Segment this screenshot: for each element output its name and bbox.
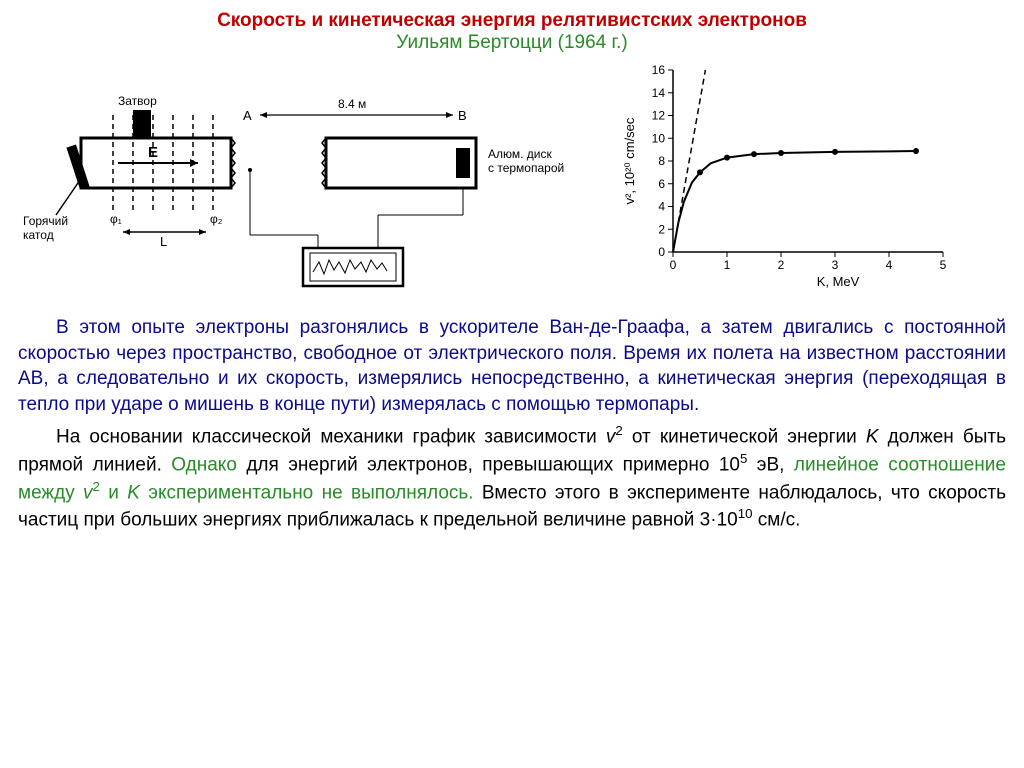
svg-text:6: 6	[658, 177, 665, 191]
label-hot-cathode-2: катод	[23, 228, 54, 242]
svg-text:10: 10	[652, 131, 666, 145]
label-gap-distance: 8.4 м	[338, 97, 366, 111]
svg-text:0: 0	[670, 258, 677, 272]
svg-text:4: 4	[886, 258, 893, 272]
label-A: A	[243, 108, 252, 123]
velocity-chart: 0123450246810121416K, MeVv², 10²⁰ cm/sec	[618, 60, 958, 295]
svg-text:16: 16	[652, 63, 666, 77]
label-L: L	[160, 234, 167, 249]
svg-text:2: 2	[658, 222, 665, 236]
figures-row: Горячий катод Затвор E	[18, 60, 1006, 295]
label-shutter: Затвор	[118, 94, 157, 108]
svg-text:14: 14	[652, 86, 666, 100]
svg-text:0: 0	[658, 245, 665, 259]
svg-text:v², 10²⁰ cm/sec: v², 10²⁰ cm/sec	[622, 117, 637, 204]
svg-text:3: 3	[832, 258, 839, 272]
svg-text:1: 1	[724, 258, 731, 272]
svg-text:8: 8	[658, 154, 665, 168]
label-phi2: φ₂	[210, 212, 223, 226]
apparatus-diagram: Горячий катод Затвор E	[18, 60, 598, 295]
label-hot-cathode-1: Горячий	[23, 214, 68, 228]
label-phi1: φ₁	[110, 212, 122, 226]
paragraph-1: В этом опыте электроны разгонялись в уск…	[18, 315, 1006, 418]
body-text: В этом опыте электроны разгонялись в уск…	[18, 315, 1006, 533]
svg-text:4: 4	[658, 200, 665, 214]
label-disk-2: с термопарой	[488, 161, 564, 175]
label-B: B	[458, 108, 467, 123]
svg-text:2: 2	[778, 258, 785, 272]
svg-text:12: 12	[652, 109, 666, 123]
svg-text:K, MeV: K, MeV	[817, 274, 860, 289]
title-line2: Уильям Бертоцци (1964 г.)	[18, 32, 1006, 54]
paragraph-2: На основании классической механики графи…	[18, 422, 1006, 534]
title-block: Скорость и кинетическая энергия релятиви…	[18, 10, 1006, 54]
label-disk-1: Алюм. диск	[488, 147, 552, 161]
svg-text:5: 5	[940, 258, 947, 272]
title-line1: Скорость и кинетическая энергия релятиви…	[18, 10, 1006, 32]
